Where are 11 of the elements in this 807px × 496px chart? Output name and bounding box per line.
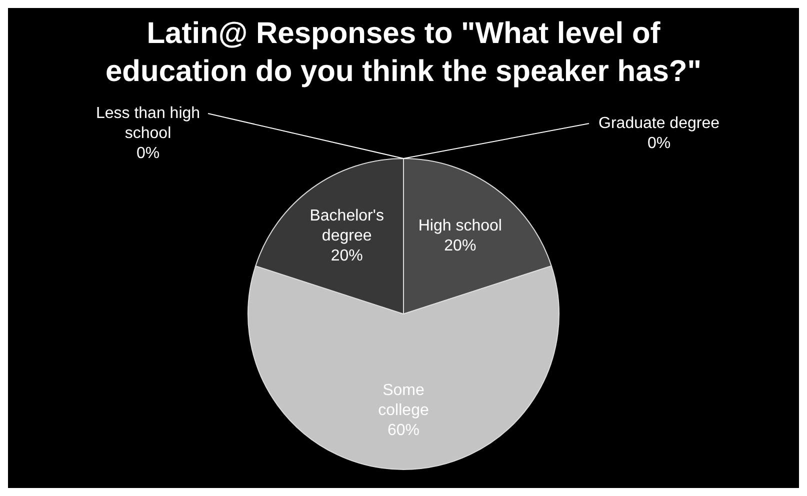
slice-label: Bachelor's degree: [310, 207, 384, 244]
category-label: Less than high school: [96, 104, 200, 142]
chart-title: Latin@ Responses to "What level of education do you think the speaker has?": [104, 16, 702, 90]
text: 0%: [136, 144, 160, 162]
category-label: Graduate degree: [598, 114, 720, 132]
data-label: 20%: [330, 247, 363, 264]
data-label: 20%: [444, 237, 476, 254]
data-label: 60%: [387, 422, 420, 439]
text: 0%: [647, 134, 671, 152]
slice-label: Some college: [378, 382, 429, 419]
slice-label: High school: [418, 217, 502, 234]
